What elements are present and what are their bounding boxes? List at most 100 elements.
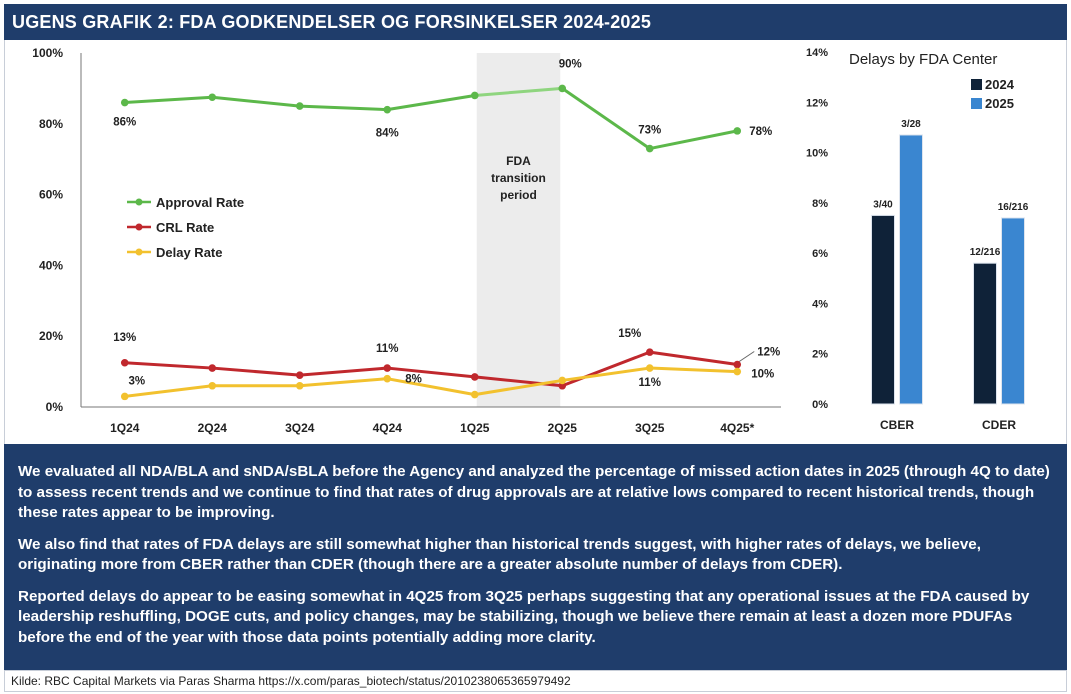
- commentary-panel: We evaluated all NDA/BLA and sNDA/sBLA b…: [4, 444, 1067, 670]
- line-chart: FDA transition period 0% 20% 40% 60% 80% 100% 1Q2…: [32, 46, 781, 435]
- x-tick-label: 2Q24: [198, 421, 228, 435]
- bar-x-tick-label: CDER: [982, 418, 1016, 432]
- legend-marker-delay-rate: [135, 248, 143, 256]
- bar-y-tick-label: 14%: [806, 47, 828, 59]
- approval-data-label: 73%: [638, 125, 661, 137]
- bar-data-label: 3/40: [873, 199, 893, 210]
- bar-legend-swatch-2024: [971, 79, 982, 90]
- crl-data-label: 13%: [113, 332, 136, 344]
- crl-rate-point: [295, 371, 304, 379]
- crl-data-label: 15%: [618, 328, 641, 340]
- bar-cder-2025: [1001, 217, 1025, 405]
- transition-band-label: FDA: [506, 154, 531, 168]
- delay-data-label: 3%: [128, 375, 145, 387]
- bar-data-label: 3/28: [901, 119, 921, 130]
- bar-y-tick-label: 4%: [812, 298, 828, 310]
- approval-rate-segment: [123, 95, 214, 105]
- approval-rate-segment: [473, 86, 564, 97]
- bar-y-tick-label: 2%: [812, 349, 828, 361]
- approval-data-label: 90%: [559, 58, 582, 70]
- approval-rate-segment: [210, 95, 302, 108]
- bar-y-tick-label: 0%: [812, 399, 828, 411]
- bar-x-tick-label: CBER: [880, 418, 914, 432]
- crl-rate-segment: [210, 366, 302, 377]
- crl-label-connector: [738, 351, 755, 362]
- bar-cber-2025: [899, 134, 923, 405]
- page-title: UGENS GRAFIK 2: FDA GODKENDELSER OG FORS…: [4, 4, 1067, 40]
- bar-data-label: 16/216: [998, 202, 1029, 213]
- x-tick-label: 2Q25: [548, 421, 578, 435]
- legend-marker-approval-rate: [135, 198, 143, 206]
- legend-label-approval-rate: Approval Rate: [156, 195, 244, 210]
- approval-rate-point: [645, 144, 654, 153]
- delay-rate-segment: [648, 366, 739, 374]
- crl-rate-point: [120, 358, 129, 367]
- delay-rate-segment: [123, 384, 214, 398]
- delay-rate-point: [733, 367, 742, 376]
- approval-rate-point: [120, 98, 129, 107]
- approval-rate-point: [208, 93, 217, 102]
- approval-rate-point: [383, 105, 392, 114]
- source-footer: Kilde: RBC Capital Markets via Paras Sha…: [4, 670, 1067, 692]
- bar-y-tick-label: 8%: [812, 198, 828, 210]
- delay-rate-point: [645, 364, 654, 372]
- crl-rate-point: [208, 364, 217, 372]
- source-text: Kilde: RBC Capital Markets via Paras Sha…: [11, 674, 571, 688]
- approval-rate-point: [295, 102, 304, 110]
- y-tick-label: 100%: [32, 46, 63, 60]
- x-tick-label: 4Q24: [373, 421, 403, 435]
- delay-rate-segment: [298, 377, 389, 388]
- x-tick-label: 3Q24: [285, 421, 315, 435]
- delay-rate-point: [470, 390, 479, 399]
- bar-y-tick-label: 12%: [806, 97, 828, 109]
- page-title-text: UGENS GRAFIK 2: FDA GODKENDELSER OG FORS…: [12, 11, 652, 32]
- approval-rate-segment: [298, 104, 389, 112]
- crl-rate-segment: [123, 361, 214, 370]
- commentary-paragraph-3: Reported delays do appear to be easing s…: [18, 587, 1030, 646]
- bar-legend-swatch-2025: [971, 98, 982, 109]
- crl-rate-point: [558, 381, 567, 390]
- approval-data-label: 86%: [113, 117, 136, 129]
- x-tick-label: 1Q24: [110, 421, 140, 435]
- bar-y-tick-label: 6%: [812, 248, 828, 260]
- delay-rate-segment: [560, 366, 652, 382]
- approval-rate-segment: [385, 93, 477, 112]
- delay-data-label: 10%: [751, 369, 774, 381]
- approval-rate-point: [733, 127, 742, 135]
- x-tick-label: 4Q25*: [720, 421, 754, 435]
- y-tick-label: 60%: [39, 188, 63, 202]
- bar-y-tick-label: 10%: [806, 148, 828, 160]
- bar-data-label: 12/216: [970, 247, 1001, 258]
- crl-rate-point: [470, 373, 479, 381]
- bar-legend-label-2025: 2025: [985, 96, 1014, 111]
- delay-rate-segment: [385, 377, 477, 397]
- crl-rate-segment: [298, 366, 389, 377]
- y-tick-label: 40%: [39, 258, 63, 272]
- approval-rate-point: [558, 84, 567, 93]
- delay-rate-segment: [473, 378, 564, 397]
- approval-data-label: 78%: [749, 126, 772, 138]
- bar-cder-2024: [973, 262, 997, 405]
- crl-rate-point: [733, 360, 742, 369]
- delay-data-label: 11%: [639, 377, 661, 389]
- delay-rate-point: [558, 376, 567, 385]
- bar-chart: Delays by FDA Center 0% 2% 4% 6% 8% 10% 12% 14% 2…: [806, 47, 1029, 432]
- crl-rate-segment: [560, 350, 652, 388]
- commentary-paragraph-1: We evaluated all NDA/BLA and sNDA/sBLA b…: [18, 463, 1050, 521]
- transition-band: [476, 53, 561, 407]
- delay-rate-point: [383, 374, 392, 383]
- delay-rate-point: [208, 381, 217, 390]
- crl-data-label: 11%: [376, 343, 398, 355]
- crl-rate-segment: [385, 366, 477, 379]
- crl-data-label: 12%: [757, 347, 780, 359]
- commentary-paragraph-2: We also find that rates of FDA delays ar…: [18, 535, 981, 574]
- delay-rate-point: [120, 392, 129, 401]
- approval-rate-segment: [648, 129, 739, 151]
- approval-rate-point: [470, 91, 479, 100]
- legend-marker-crl-rate: [135, 223, 143, 231]
- y-tick-label: 0%: [46, 400, 64, 414]
- approval-data-label: 84%: [376, 128, 399, 140]
- bar-chart-title: Delays by FDA Center: [849, 51, 997, 68]
- transition-band-label: transition: [491, 171, 546, 185]
